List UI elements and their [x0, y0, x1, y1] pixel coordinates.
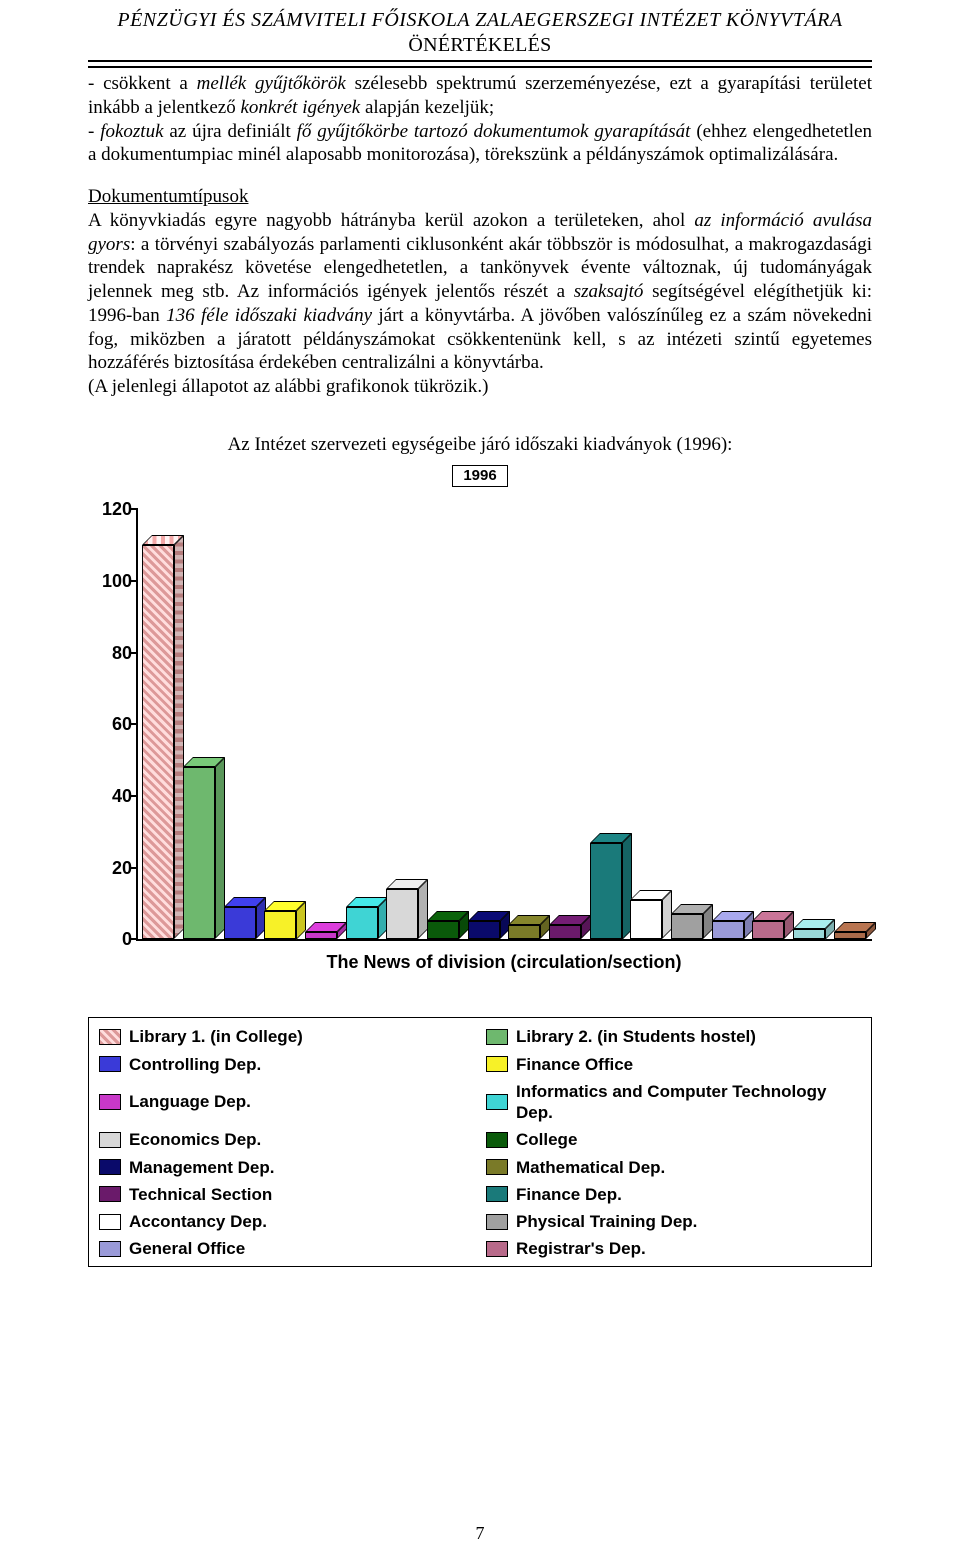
bar — [712, 911, 754, 939]
y-tick — [130, 723, 138, 725]
legend-label: Mathematical Dep. — [516, 1157, 665, 1178]
bar — [590, 833, 632, 940]
x-axis-label: The News of division (circulation/sectio… — [136, 951, 872, 974]
legend-label: Language Dep. — [129, 1091, 251, 1112]
legend-item: Technical Section — [99, 1184, 474, 1205]
legend-label: Management Dep. — [129, 1157, 274, 1178]
y-tick — [130, 652, 138, 654]
legend-label: General Office — [129, 1238, 245, 1259]
bar — [834, 922, 876, 939]
header-line2: ÖNÉRTÉKELÉS — [88, 33, 872, 58]
bar — [468, 911, 510, 939]
legend-label: Finance Office — [516, 1054, 633, 1075]
legend-swatch — [486, 1214, 508, 1230]
legend-swatch — [99, 1159, 121, 1175]
bullet-2: - fokoztuk az újra definiált fő gyűjtőkö… — [88, 120, 872, 168]
y-tick-label: 60 — [112, 713, 132, 736]
legend-swatch — [486, 1159, 508, 1175]
legend-item: Language Dep. — [99, 1081, 474, 1124]
chart-legend: Library 1. (in College) Library 2. (in St… — [88, 1017, 872, 1266]
bar-chart: 020406080100120 The News of division (ci… — [88, 509, 872, 1009]
legend-swatch — [99, 1094, 121, 1110]
y-tick — [130, 795, 138, 797]
bar — [142, 535, 184, 939]
legend-swatch — [99, 1056, 121, 1072]
legend-label: Physical Training Dep. — [516, 1211, 697, 1232]
legend-item: Finance Office — [486, 1054, 861, 1075]
bar — [386, 879, 428, 939]
legend-label: College — [516, 1129, 577, 1150]
chart-year-badge: 1996 — [452, 465, 508, 488]
legend-swatch — [486, 1056, 508, 1072]
legend-swatch — [486, 1094, 508, 1110]
bar — [305, 922, 347, 939]
bar — [346, 897, 388, 939]
legend-swatch — [99, 1214, 121, 1230]
bullet-1: - csökkent a mellék gyűjtőkörök széleseb… — [88, 72, 872, 120]
bar — [224, 897, 266, 939]
y-axis: 020406080100120 — [88, 509, 136, 939]
main-paragraph: A könyvkiadás egyre nagyobb hátrányba ke… — [88, 209, 872, 375]
y-tick — [130, 867, 138, 869]
section-heading: Dokumentumtípusok — [88, 185, 872, 209]
bar — [630, 890, 672, 939]
legend-swatch — [486, 1186, 508, 1202]
legend-item: Library 2. (in Students hostel) — [486, 1026, 861, 1047]
bar — [549, 915, 591, 939]
legend-item: Management Dep. — [99, 1157, 474, 1178]
bar — [183, 757, 225, 939]
y-tick-label: 100 — [102, 570, 132, 593]
bar — [264, 901, 306, 940]
legend-item: Economics Dep. — [99, 1129, 474, 1150]
bars-layer — [138, 509, 870, 939]
y-tick — [130, 938, 138, 940]
legend-item: General Office — [99, 1238, 474, 1259]
legend-item: Library 1. (in College) — [99, 1026, 474, 1047]
paragraph-trailer: (A jelenlegi állapotot az alábbi grafiko… — [88, 375, 872, 399]
legend-item: College — [486, 1129, 861, 1150]
legend-label: Economics Dep. — [129, 1129, 261, 1150]
legend-item: Registrar's Dep. — [486, 1238, 861, 1259]
legend-label: Controlling Dep. — [129, 1054, 261, 1075]
legend-item: Accontancy Dep. — [99, 1211, 474, 1232]
legend-swatch — [99, 1241, 121, 1257]
legend-label: Technical Section — [129, 1184, 272, 1205]
bar — [793, 919, 835, 940]
legend-label: Finance Dep. — [516, 1184, 622, 1205]
legend-label: Informatics and Computer Technology Dep. — [516, 1081, 861, 1124]
y-tick-label: 40 — [112, 785, 132, 808]
legend-label: Accontancy Dep. — [129, 1211, 267, 1232]
legend-swatch — [99, 1029, 121, 1045]
legend-swatch — [486, 1241, 508, 1257]
legend-swatch — [486, 1132, 508, 1148]
legend-item: Mathematical Dep. — [486, 1157, 861, 1178]
header-rule-bottom — [88, 66, 872, 68]
y-tick-label: 120 — [102, 498, 132, 521]
chart-caption: Az Intézet szervezeti egységeibe járó id… — [88, 433, 872, 457]
legend-swatch — [99, 1186, 121, 1202]
y-tick-label: 80 — [112, 641, 132, 664]
page-number: 7 — [0, 1522, 960, 1545]
bar — [427, 911, 469, 939]
legend-item: Finance Dep. — [486, 1184, 861, 1205]
bar — [671, 904, 713, 939]
legend-item: Physical Training Dep. — [486, 1211, 861, 1232]
legend-item: Informatics and Computer Technology Dep. — [486, 1081, 861, 1124]
y-tick — [130, 508, 138, 510]
bar — [752, 911, 794, 939]
y-tick — [130, 580, 138, 582]
legend-label: Library 1. (in College) — [129, 1026, 303, 1047]
legend-label: Library 2. (in Students hostel) — [516, 1026, 756, 1047]
legend-swatch — [486, 1029, 508, 1045]
header-line1: PÉNZÜGYI ÉS SZÁMVITELI FŐISKOLA ZALAEGER… — [88, 8, 872, 33]
header-rule-top — [88, 60, 872, 62]
legend-item: Controlling Dep. — [99, 1054, 474, 1075]
y-tick-label: 20 — [112, 856, 132, 879]
bar — [508, 915, 550, 939]
legend-swatch — [99, 1132, 121, 1148]
legend-label: Registrar's Dep. — [516, 1238, 646, 1259]
